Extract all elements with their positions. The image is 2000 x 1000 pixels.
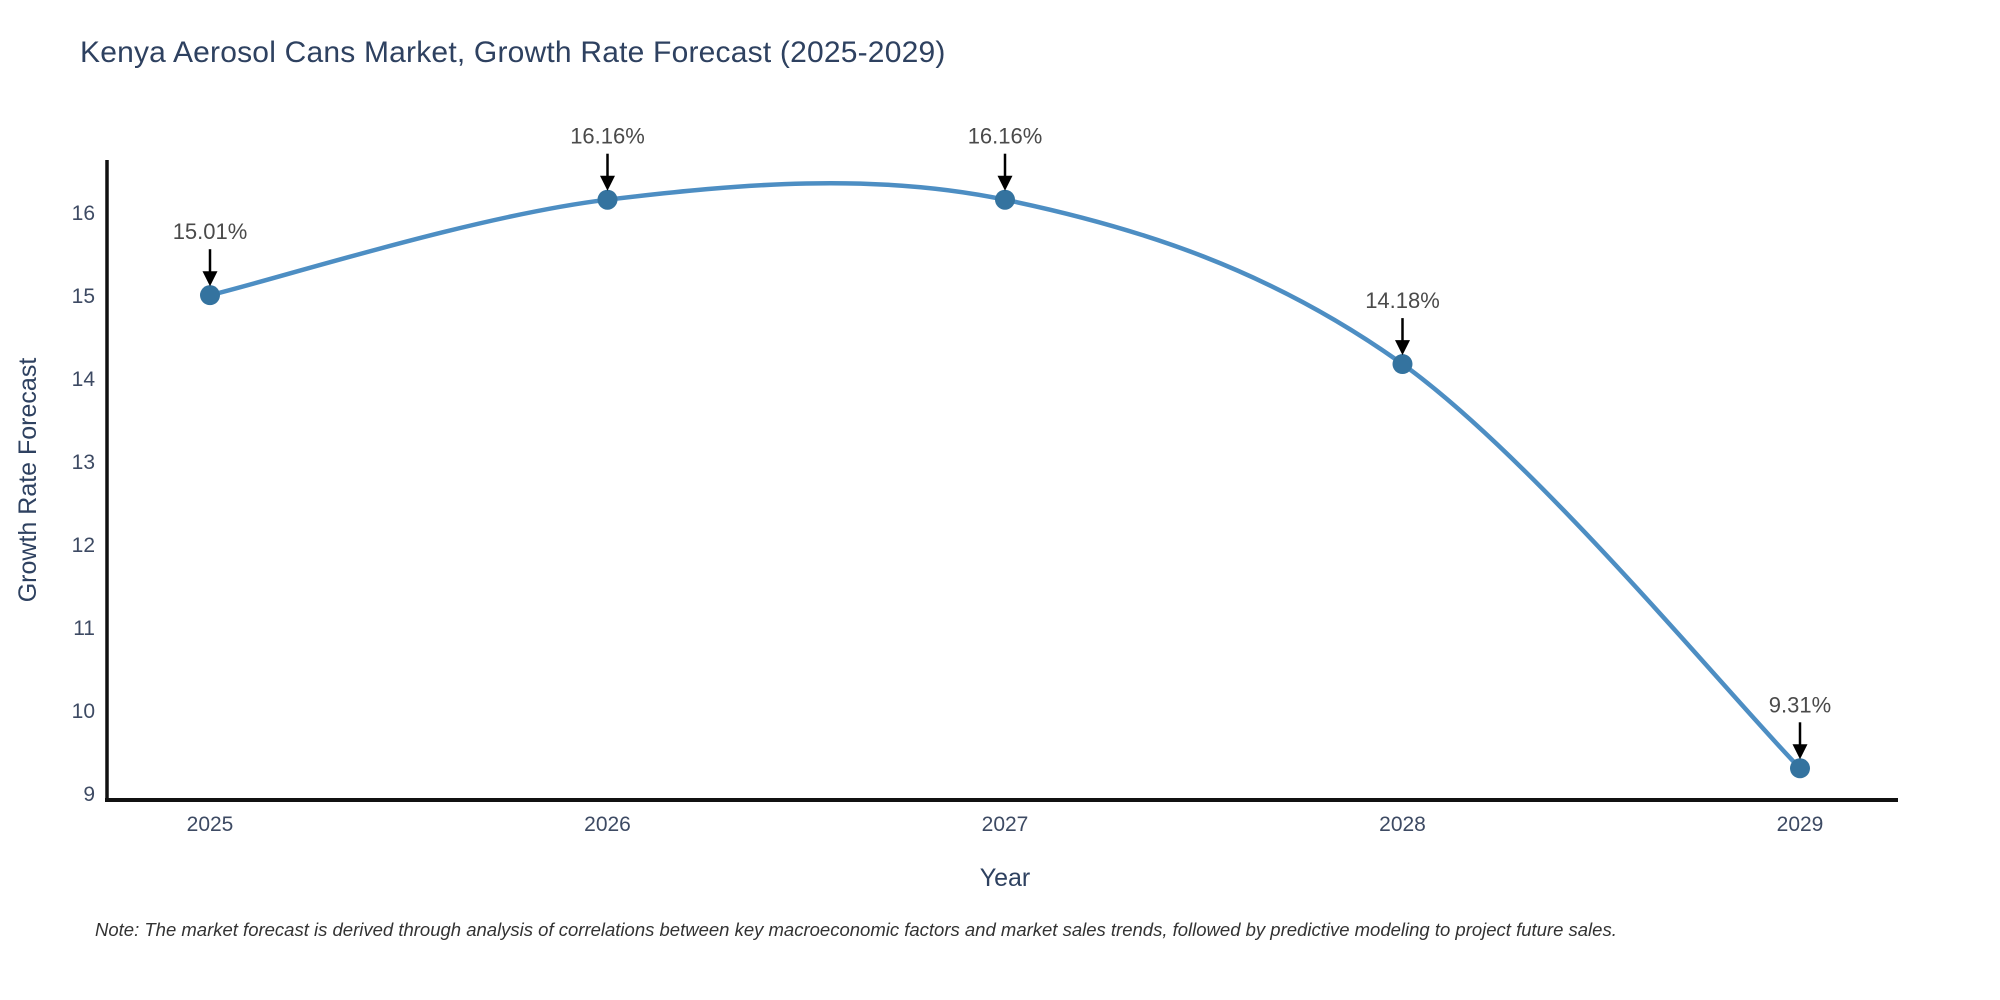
x-axis-title: Year xyxy=(980,864,1031,892)
annotation-layer: 15.01% 16.16% 16.16% 14.18% 9.31% xyxy=(173,124,1831,760)
y-tick-label: 16 xyxy=(72,202,95,225)
y-axis-title: Growth Rate Forecast xyxy=(14,358,42,603)
y-tick-label: 13 xyxy=(72,451,95,474)
x-tick-label: 2027 xyxy=(982,813,1029,836)
annotation-arrowhead xyxy=(997,175,1013,191)
annotation-label: 9.31% xyxy=(1769,692,1831,717)
annotation-label: 16.16% xyxy=(570,124,645,149)
data-point-marker xyxy=(995,189,1015,210)
x-tick-label: 2026 xyxy=(584,813,631,836)
x-tick-label: 2025 xyxy=(187,813,234,836)
y-tick-label: 14 xyxy=(72,368,96,391)
annotation-arrowhead xyxy=(1792,744,1808,760)
y-tick-label: 15 xyxy=(72,285,95,308)
series-layer xyxy=(200,180,1810,779)
annotation-arrowhead xyxy=(600,175,615,191)
data-point-marker xyxy=(1392,354,1413,375)
data-point-marker xyxy=(1790,758,1810,779)
y-tick-label: 12 xyxy=(72,534,95,557)
annotation-arrowhead xyxy=(1395,340,1410,356)
footnote: Note: The market forecast is derived thr… xyxy=(95,919,1617,940)
annotation-label: 16.16% xyxy=(968,124,1043,149)
tick-layer: 9 10 11 12 13 14 15 16 2025 2026 2027 2028 2029 xyxy=(72,202,1824,836)
axes-layer xyxy=(105,160,1898,802)
series-line xyxy=(207,180,1803,771)
y-tick-label: 10 xyxy=(72,700,95,723)
annotation-label: 14.18% xyxy=(1365,288,1440,313)
chart-title: Kenya Aerosol Cans Market, Growth Rate F… xyxy=(80,36,946,69)
annotation-label: 15.01% xyxy=(173,219,248,244)
data-point-marker xyxy=(597,189,618,210)
y-tick-label: 9 xyxy=(83,783,95,806)
y-tick-label: 11 xyxy=(73,617,95,640)
x-tick-label: 2029 xyxy=(1777,813,1824,836)
x-tick-label: 2028 xyxy=(1379,813,1426,836)
annotation-arrowhead xyxy=(202,271,218,287)
data-point-marker xyxy=(200,285,220,306)
